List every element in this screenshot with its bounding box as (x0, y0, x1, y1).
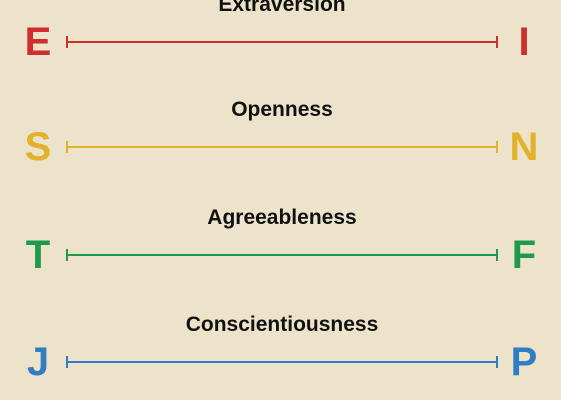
letter-e: E (24, 20, 52, 64)
axis-line-extraversion (66, 36, 498, 48)
trait-label-extraversion: Extraversion (218, 0, 346, 16)
axis-tick-start (66, 36, 68, 48)
dimension-row-extraversion: E Extraversion I (0, 0, 561, 82)
trait-label-openness: Openness (231, 98, 333, 121)
letter-s: S (24, 125, 52, 169)
axis-tick-end (496, 141, 498, 153)
dimension-row-agreeableness: T Agreeableness F (0, 206, 561, 295)
axis-tick-start (66, 141, 68, 153)
axis-line-conscientiousness (66, 356, 498, 368)
axis-tick-end (496, 36, 498, 48)
letter-n: N (509, 125, 539, 169)
trait-label-agreeableness: Agreeableness (207, 206, 357, 229)
letter-f: F (511, 233, 537, 277)
axis-line-openness (66, 141, 498, 153)
axis-tick-start (66, 249, 68, 261)
axis-line-agreeableness (66, 249, 498, 261)
letter-j: J (26, 340, 50, 384)
axis-tick-start (66, 356, 68, 368)
axis-tick-end (496, 356, 498, 368)
trait-label-conscientiousness: Conscientiousness (185, 313, 379, 336)
letter-p: P (510, 340, 538, 384)
letter-i: I (518, 20, 530, 64)
axis-tick-end (496, 249, 498, 261)
letter-t: T (25, 233, 51, 277)
dimension-row-conscientiousness: J Conscientiousness P (0, 313, 561, 400)
dimension-row-openness: S Openness N (0, 98, 561, 187)
